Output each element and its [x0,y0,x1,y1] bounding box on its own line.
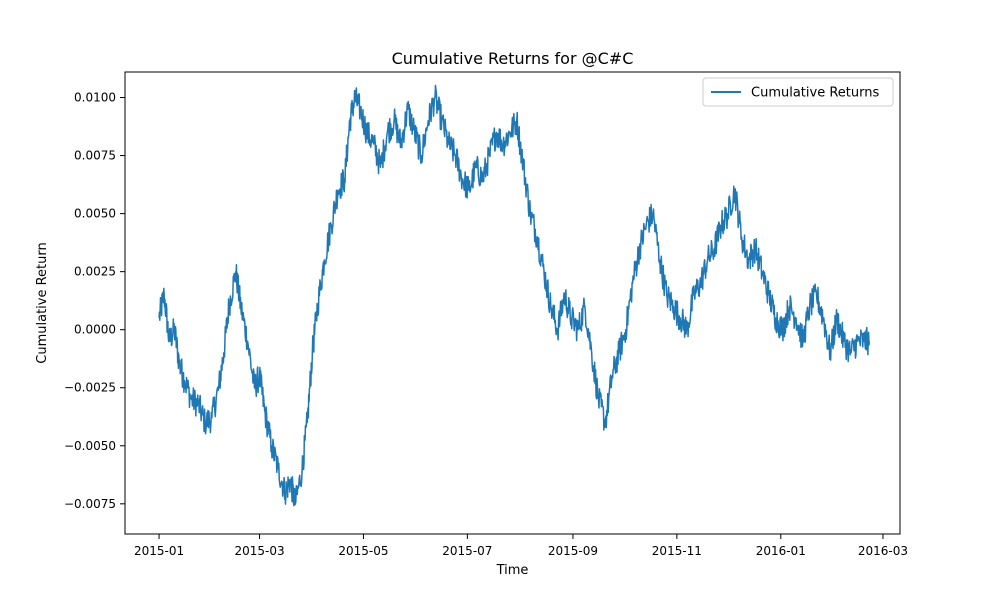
x-axis-label: Time [496,563,529,578]
y-tick-label: 0.0050 [74,207,116,221]
x-tick-label: 2016-03 [858,544,908,558]
y-tick-label: −0.0050 [64,439,116,453]
y-tick-label: 0.0025 [74,265,116,279]
y-tick-label: −0.0025 [64,381,116,395]
y-tick-label: 0.0075 [74,149,116,163]
x-tick-label: 2015-05 [338,544,388,558]
y-axis-label: Cumulative Return [35,242,50,363]
x-tick-label: 2015-07 [442,544,492,558]
x-tick-label: 2016-01 [756,544,806,558]
legend: Cumulative Returns [702,77,894,107]
x-tick-label: 2015-03 [234,544,284,558]
y-tick-label: −0.0075 [64,497,116,511]
chart-title: Cumulative Returns for @C#C [392,49,634,68]
x-tick-label: 2015-11 [652,544,702,558]
series-line-cumulative-returns [158,84,871,507]
x-axis: 2015-01 2015-03 2015-05 2015-07 2015-09 2015-… [134,534,908,558]
plot-area [124,71,901,535]
y-tick-label: 0.0100 [74,91,116,105]
x-tick-label: 2015-01 [134,544,184,558]
legend-box [702,77,894,107]
y-tick-label: 0.0000 [74,323,116,337]
x-tick-label: 2015-09 [548,544,598,558]
y-axis: −0.0075 −0.0050 −0.0025 0.0000 0.0025 0.0050 0… [64,91,125,511]
legend-label: Cumulative Returns [751,86,879,101]
